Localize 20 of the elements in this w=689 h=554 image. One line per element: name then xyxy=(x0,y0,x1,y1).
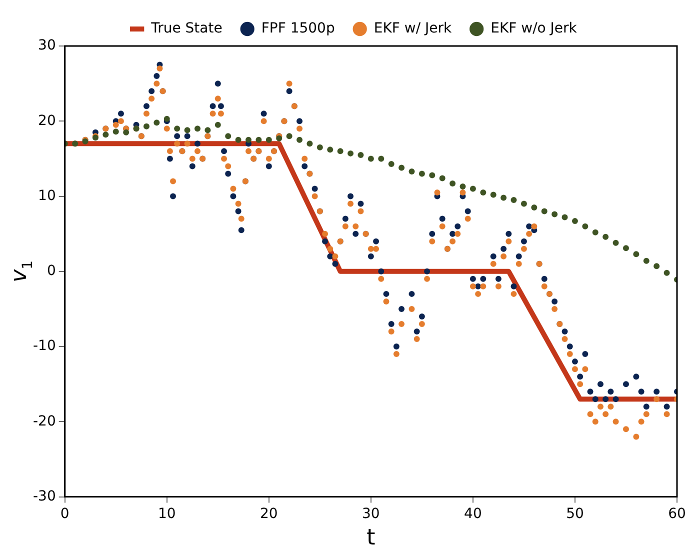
legend-label: EKF w/o Jerk xyxy=(490,20,578,37)
y-tick-label: 0 xyxy=(46,263,56,280)
y-tick-label: -10 xyxy=(32,338,56,354)
legend-label: True State xyxy=(150,20,222,37)
legend-label: EKF w/ Jerk xyxy=(374,20,452,37)
x-tick-label: 0 xyxy=(60,506,70,522)
y-tick-label: -30 xyxy=(32,488,56,504)
x-tick-label: 10 xyxy=(158,506,176,522)
x-tick-label: 30 xyxy=(362,506,380,522)
x-tick-label: 40 xyxy=(464,506,482,522)
y-tick-label: 20 xyxy=(38,112,56,129)
y-tick-label: 10 xyxy=(38,188,56,204)
y-axis-title: v1 xyxy=(7,260,36,282)
y-tick-label: 30 xyxy=(38,38,56,54)
legend-label: FPF 1500p xyxy=(261,20,335,37)
x-tick-label: 50 xyxy=(566,506,584,522)
x-tick-label: 20 xyxy=(260,506,278,522)
x-tick-label: 60 xyxy=(668,506,686,522)
x-axis-title: t xyxy=(366,526,376,551)
y-tick-label: -20 xyxy=(32,413,56,430)
